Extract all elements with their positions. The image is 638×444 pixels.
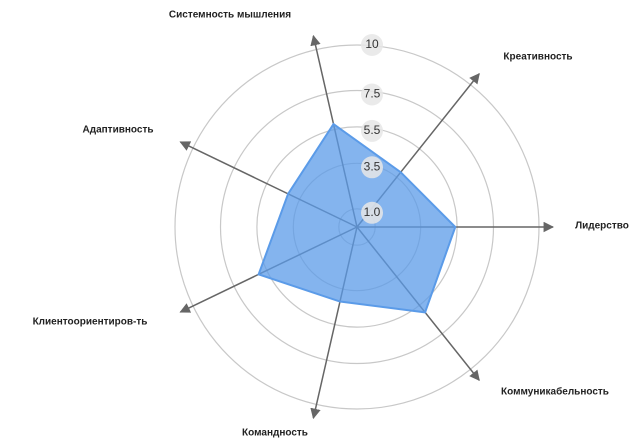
data-area bbox=[257, 122, 457, 314]
tick-badge bbox=[361, 83, 383, 106]
tick-label: 1.0 bbox=[364, 205, 381, 219]
tick-label: 5.5 bbox=[364, 123, 381, 137]
tick-label: 3.5 bbox=[364, 159, 381, 173]
tick-badge bbox=[361, 119, 383, 142]
tick-label: 10 bbox=[365, 37, 379, 51]
axis-label: Системность мышления bbox=[169, 10, 291, 21]
axis-label: Клиентоориентиров-ть bbox=[33, 317, 148, 328]
tick-badge bbox=[361, 201, 383, 224]
axis-label: Адаптивность bbox=[83, 125, 154, 136]
axis-label: Лидерство bbox=[575, 221, 629, 232]
tick-label: 7.5 bbox=[364, 87, 381, 101]
tick-badge bbox=[361, 156, 383, 179]
axis-label: Коммуникабельность bbox=[501, 386, 609, 398]
axis-label: Креативность bbox=[503, 52, 572, 63]
axis-label: Командность bbox=[242, 428, 308, 439]
tick-badge bbox=[361, 34, 383, 56]
